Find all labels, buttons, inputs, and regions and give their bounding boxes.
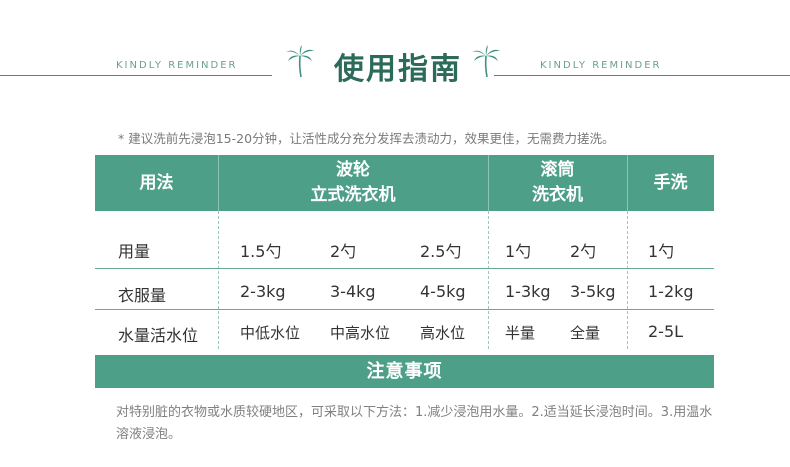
row-label-water-level: 水量活水位 — [118, 326, 199, 345]
body-divider — [627, 211, 628, 349]
table-cell: 1-2kg — [648, 282, 694, 301]
table-cell: 2勺 — [330, 242, 357, 261]
palm-tree-icon-right — [472, 45, 500, 78]
table-cell: 1勺 — [648, 242, 675, 261]
table-cell: 1.5勺 — [240, 242, 282, 261]
table-cell: 中高水位 — [330, 324, 391, 342]
palm-tree-icon-left — [286, 45, 314, 78]
header-right-line — [494, 75, 790, 76]
caution-title: 注意事项 — [366, 361, 443, 382]
header-divider — [488, 155, 489, 211]
caution-band — [95, 355, 714, 388]
row-label-laundry-weight: 衣服量 — [118, 286, 167, 305]
body-divider — [218, 211, 219, 349]
table-cell: 半量 — [505, 324, 536, 342]
table-cell: 中低水位 — [240, 324, 301, 342]
header-drum-line2: 洗衣机 — [532, 185, 583, 205]
header-pulsator-line2: 立式洗衣机 — [310, 185, 396, 205]
table-cell: 3-5kg — [570, 282, 616, 301]
table-cell: 高水位 — [420, 324, 466, 342]
soak-tip-note: * 建议洗前先浸泡15-20分钟，让活性成分充分发挥去渍动力，效果更佳，无需费力… — [118, 131, 615, 146]
kindly-reminder-right: KINDLY REMINDER — [540, 60, 662, 71]
table-header-band — [95, 155, 714, 211]
row-label-dosage: 用量 — [118, 242, 151, 261]
header-hand: 手洗 — [653, 173, 688, 193]
page-title: 使用指南 — [334, 52, 462, 87]
header-usage: 用法 — [139, 173, 174, 193]
body-divider — [488, 211, 489, 349]
header-divider — [627, 155, 628, 211]
table-cell: 全量 — [570, 324, 601, 342]
table-cell: 4-5kg — [420, 282, 466, 301]
table-cell: 1-3kg — [505, 282, 551, 301]
kindly-reminder-left: KINDLY REMINDER — [116, 60, 238, 71]
table-cell: 2.5勺 — [420, 242, 462, 261]
table-cell: 1勺 — [505, 242, 532, 261]
header-drum-line1: 滚筒 — [540, 160, 575, 180]
header-pulsator-line1: 波轮 — [336, 160, 370, 180]
row-rule — [95, 268, 714, 269]
table-cell: 2-3kg — [240, 282, 286, 301]
row-rule — [95, 309, 714, 310]
table-cell: 2-5L — [648, 322, 684, 341]
caution-text: 对特别脏的衣物或水质较硬地区，可采取以下方法：1.减少浸泡用水量。2.适当延长浸… — [116, 405, 713, 442]
header-divider — [218, 155, 219, 211]
table-cell: 2勺 — [570, 242, 597, 261]
table-cell: 3-4kg — [330, 282, 376, 301]
header-left-line — [0, 75, 272, 76]
